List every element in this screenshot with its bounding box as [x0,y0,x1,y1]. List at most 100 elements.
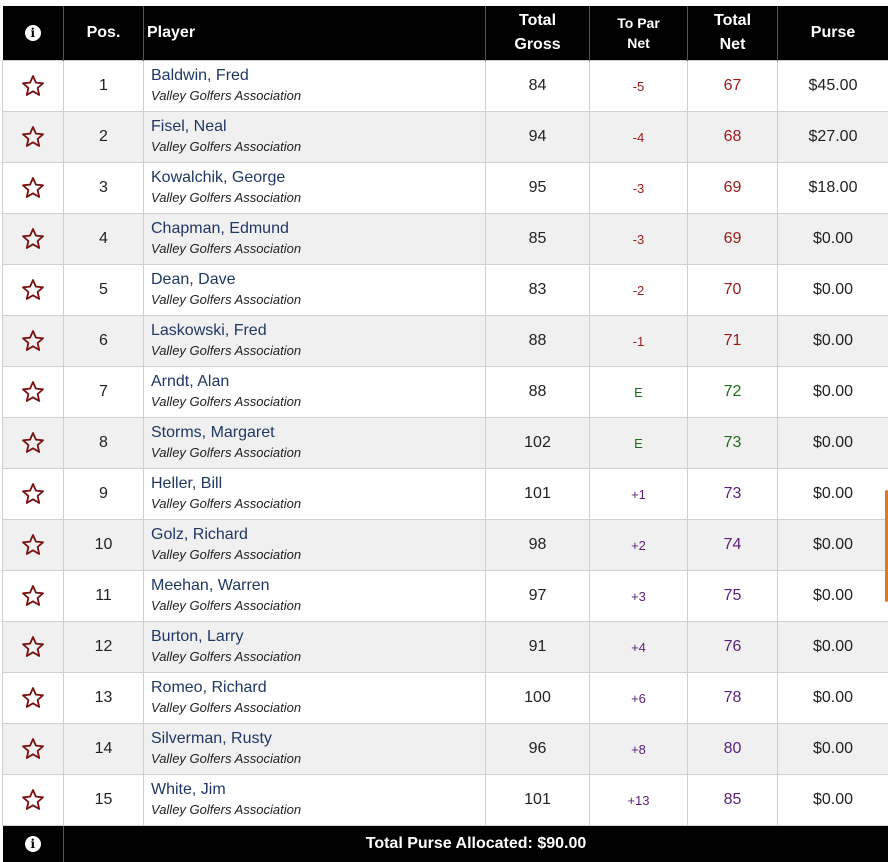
favorite-cell[interactable] [2,621,64,673]
player-cell[interactable]: Storms, Margaret Valley Golfers Associati… [143,417,486,469]
table-row[interactable]: 8 Storms, Margaret Valley Golfers Associat… [2,417,888,469]
favorite-cell[interactable] [2,468,64,520]
star-icon[interactable] [21,380,45,404]
star-icon[interactable] [21,533,45,557]
footer-info-cell[interactable]: i [2,825,64,862]
table-row[interactable]: 14 Silverman, Rusty Valley Golfers Associa… [2,723,888,775]
table-row[interactable]: 15 White, Jim Valley Golfers Association 10… [2,774,888,826]
total-net-cell: 74 [687,519,778,571]
player-name[interactable]: White, Jim [151,781,226,798]
star-icon[interactable] [21,482,45,506]
player-cell[interactable]: Chapman, Edmund Valley Golfers Associatio… [143,213,486,265]
star-icon[interactable] [21,227,45,251]
player-cell[interactable]: White, Jim Valley Golfers Association [143,774,486,826]
star-icon[interactable] [21,737,45,761]
total-net-cell: 69 [687,213,778,265]
player-name[interactable]: Baldwin, Fred [151,67,249,84]
purse-cell: $0.00 [777,774,888,826]
table-row[interactable]: 3 Kowalchik, George Valley Golfers Associa… [2,162,888,214]
header-to-par-net[interactable]: To Par Net [589,6,688,61]
favorite-cell[interactable] [2,672,64,724]
table-row[interactable]: 13 Romeo, Richard Valley Golfers Associati… [2,672,888,724]
player-name[interactable]: Silverman, Rusty [151,730,272,747]
table-row[interactable]: 9 Heller, Bill Valley Golfers Association 1… [2,468,888,520]
player-cell[interactable]: Arndt, Alan Valley Golfers Association [143,366,486,418]
favorite-cell[interactable] [2,519,64,571]
favorite-cell[interactable] [2,570,64,622]
header-purse[interactable]: Purse [777,6,888,61]
player-cell[interactable]: Golz, Richard Valley Golfers Association [143,519,486,571]
table-row[interactable]: 5 Dean, Dave Valley Golfers Association 83-… [2,264,888,316]
table-row[interactable]: 7 Arndt, Alan Valley Golfers Association 88… [2,366,888,418]
player-cell[interactable]: Silverman, Rusty Valley Golfers Associati… [143,723,486,775]
player-cell[interactable]: Laskowski, Fred Valley Golfers Associatio… [143,315,486,367]
header-info-cell[interactable]: i [2,6,64,61]
player-cell[interactable]: Dean, Dave Valley Golfers Association [143,264,486,316]
table-row[interactable]: 12 Burton, Larry Valley Golfers Associatio… [2,621,888,673]
player-name[interactable]: Heller, Bill [151,475,223,492]
to-par-net-cell: +13 [589,774,688,826]
favorite-cell[interactable] [2,417,64,469]
star-icon[interactable] [21,788,45,812]
table-row[interactable]: 2 Fisel, Neal Valley Golfers Association 94… [2,111,888,163]
player-name[interactable]: Meehan, Warren [151,577,270,594]
player-name[interactable]: Arndt, Alan [151,373,230,390]
position-cell: 2 [63,111,144,163]
player-cell[interactable]: Romeo, Richard Valley Golfers Association [143,672,486,724]
table-row[interactable]: 1 Baldwin, Fred Valley Golfers Association… [2,60,888,112]
player-cell[interactable]: Meehan, Warren Valley Golfers Association [143,570,486,622]
player-cell[interactable]: Fisel, Neal Valley Golfers Association [143,111,486,163]
footer-info-icon[interactable]: i [24,836,41,852]
header-total-net[interactable]: Total Net [687,6,778,61]
player-name[interactable]: Chapman, Edmund [151,220,289,237]
player-name[interactable]: Storms, Margaret [151,424,275,441]
player-name[interactable]: Laskowski, Fred [151,322,267,339]
star-icon[interactable] [21,74,45,98]
favorite-cell[interactable] [2,774,64,826]
star-icon[interactable] [21,584,45,608]
player-club: Valley Golfers Association [151,445,302,460]
favorite-cell[interactable] [2,60,64,112]
star-icon[interactable] [21,635,45,659]
total-gross-cell: 88 [485,315,590,367]
player-name[interactable]: Golz, Richard [151,526,248,543]
favorite-cell[interactable] [2,213,64,265]
player-name[interactable]: Burton, Larry [151,628,244,645]
favorite-cell[interactable] [2,723,64,775]
favorite-cell[interactable] [2,162,64,214]
table-row[interactable]: 4 Chapman, Edmund Valley Golfers Associati… [2,213,888,265]
star-icon[interactable] [21,431,45,455]
star-icon[interactable] [21,686,45,710]
player-name[interactable]: Romeo, Richard [151,679,267,696]
star-icon[interactable] [21,278,45,302]
favorite-cell[interactable] [2,264,64,316]
header-total-net-line1: Total [713,12,752,29]
player-club: Valley Golfers Association [151,394,302,409]
player-name[interactable]: Dean, Dave [151,271,236,288]
player-club: Valley Golfers Association [151,700,302,715]
favorite-cell[interactable] [2,366,64,418]
info-icon[interactable]: i [24,25,41,41]
player-name[interactable]: Fisel, Neal [151,118,227,135]
position-cell: 3 [63,162,144,214]
star-icon[interactable] [21,176,45,200]
star-icon[interactable] [21,125,45,149]
header-pos[interactable]: Pos. [63,6,144,61]
player-cell[interactable]: Baldwin, Fred Valley Golfers Association [143,60,486,112]
favorite-cell[interactable] [2,111,64,163]
player-name[interactable]: Kowalchik, George [151,169,286,186]
player-club: Valley Golfers Association [151,139,302,154]
star-icon[interactable] [21,329,45,353]
purse-cell: $0.00 [777,723,888,775]
header-player[interactable]: Player [143,6,486,61]
player-cell[interactable]: Burton, Larry Valley Golfers Association [143,621,486,673]
table-row[interactable]: 10 Golz, Richard Valley Golfers Associatio… [2,519,888,571]
table-row[interactable]: 6 Laskowski, Fred Valley Golfers Associati… [2,315,888,367]
table-row[interactable]: 11 Meehan, Warren Valley Golfers Associati… [2,570,888,622]
favorite-cell[interactable] [2,315,64,367]
player-cell[interactable]: Kowalchik, George Valley Golfers Associat… [143,162,486,214]
player-cell[interactable]: Heller, Bill Valley Golfers Association [143,468,486,520]
total-gross-cell: 98 [485,519,590,571]
header-total-gross[interactable]: Total Gross [485,6,590,61]
